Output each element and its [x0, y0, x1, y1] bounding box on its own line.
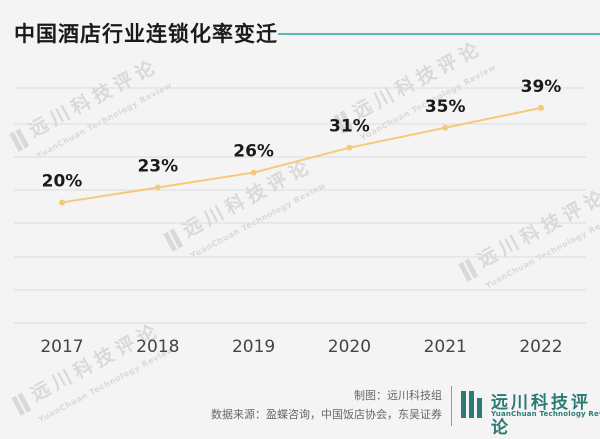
x-tick-label: 2018 — [136, 337, 179, 357]
credit-line: 制图：远川科技组 — [354, 389, 442, 402]
x-tick-label: 2020 — [328, 337, 371, 357]
x-tick-label: 2017 — [40, 337, 83, 357]
brand-divider — [451, 386, 452, 426]
x-tick-label: 2021 — [424, 337, 467, 357]
data-labels: 20% 23% 26% 31% 35% 39% — [42, 77, 562, 192]
chart-title: 中国酒店行业连锁化率变迁 — [14, 22, 278, 46]
data-label: 35% — [425, 97, 466, 117]
gridlines — [14, 87, 586, 324]
credits: 制图：远川科技组 数据来源：盈蝶咨询，中国饭店协会，东吴证券 — [211, 386, 442, 424]
data-point — [154, 184, 161, 191]
title-rule — [278, 33, 600, 35]
data-label: 23% — [137, 157, 178, 177]
data-point — [346, 144, 353, 151]
series-line — [61, 106, 542, 204]
x-tick-label: 2022 — [519, 337, 562, 357]
data-label: 20% — [42, 171, 83, 191]
brand-name: 远川科技评论 — [491, 393, 591, 438]
x-axis-ticks: 2017 2018 2019 2020 2021 2022 — [40, 337, 562, 357]
brand-logo-icon — [461, 391, 487, 418]
footer: 制图：远川科技组 数据来源：盈蝶咨询，中国饭店协会，东吴证券 远川科技评论 Yu… — [0, 380, 600, 439]
data-label: 31% — [329, 117, 370, 137]
series-line-group — [59, 104, 544, 206]
data-label: 39% — [521, 77, 562, 97]
x-tick-label: 2019 — [232, 337, 275, 357]
data-point — [59, 199, 65, 206]
brand-tagline: YuanChuan Technology Review — [491, 410, 600, 418]
source-line: 数据来源：盈蝶咨询，中国饭店协会，东吴证券 — [211, 408, 442, 421]
data-point — [538, 104, 544, 111]
data-point — [250, 169, 257, 176]
data-point — [442, 124, 449, 131]
data-label: 26% — [233, 142, 274, 162]
